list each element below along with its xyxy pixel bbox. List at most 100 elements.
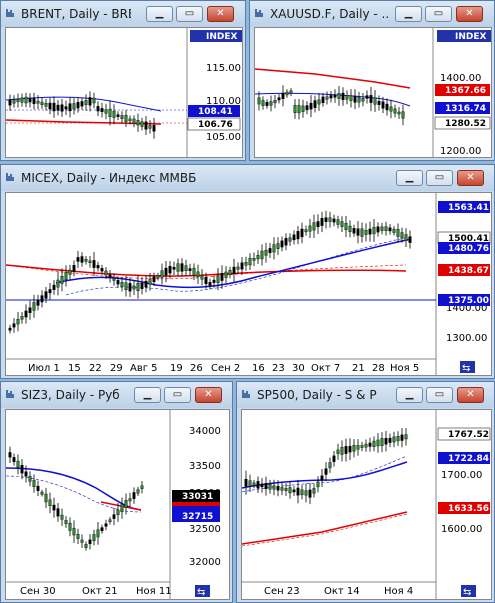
x-label: Июл 1 (28, 363, 60, 374)
y-tick: 1300.00 (446, 333, 487, 344)
title-bar[interactable]: SP500, Daily - S & P 5... ▁ ▭ ✕ (237, 382, 494, 408)
chart-plot-area[interactable]: 1400.00 1300.00 Июл 1 15 22 29 Авг 5 19 … (5, 192, 492, 376)
restore-button[interactable]: ▭ (426, 387, 453, 403)
scroll-end-icon[interactable]: ⇆ (461, 585, 476, 598)
y-tick: 32500 (189, 524, 221, 535)
window-title: XAUUSD.F, Daily - ... (270, 7, 388, 21)
y-tick: 1600.00 (441, 524, 482, 535)
siz3-chart-window[interactable]: SIZ3, Daily - Руб... ▁ ▭ ✕ 34000 33500 3… (0, 381, 233, 603)
x-label: 30 (292, 363, 305, 374)
restore-button[interactable]: ▭ (164, 387, 191, 403)
price-label-text: 1500.41 (448, 234, 489, 244)
title-bar[interactable]: MICEX, Daily - Индекс ММВБ ▁ ▭ ✕ (1, 165, 494, 191)
candles (8, 210, 412, 334)
x-label: Авг 5 (130, 363, 158, 374)
index-badge (190, 30, 242, 42)
price-label (438, 264, 490, 276)
restore-button[interactable]: ▭ (426, 170, 453, 186)
price-label-text: 1767.52 (448, 430, 489, 440)
price-label (187, 117, 241, 131)
close-button[interactable]: ✕ (207, 6, 234, 22)
x-label: Окт 21 (82, 586, 118, 597)
minimize-button[interactable]: ▁ (396, 387, 423, 403)
close-button[interactable]: ✕ (457, 387, 484, 403)
price-label-text: 1480.76 (448, 244, 489, 254)
price-label-text: 1367.66 (445, 86, 486, 96)
close-button[interactable]: ✕ (456, 6, 483, 22)
price-label-text: 1375.00 (448, 296, 489, 306)
price-label-text: 33031 (182, 492, 213, 502)
price-label-text: 1633.56 (448, 504, 489, 514)
price-label (188, 105, 240, 117)
x-label: Окт 14 (324, 586, 360, 597)
x-label: 22 (89, 363, 102, 374)
chart-icon (6, 9, 14, 17)
title-bar[interactable]: SIZ3, Daily - Руб... ▁ ▭ ✕ (1, 382, 232, 408)
window-title: SP500, Daily - S & P 5... (257, 388, 381, 402)
scroll-end-icon[interactable]: ⇆ (460, 361, 475, 374)
minimize-button[interactable]: ▁ (146, 6, 173, 22)
close-button[interactable]: ✕ (195, 387, 222, 403)
y-tick: 32000 (189, 557, 221, 568)
price-label (435, 84, 490, 96)
price-label-text: 1722.84 (448, 454, 489, 464)
y-tick: 34000 (189, 426, 221, 437)
price-label-text: 32715 (182, 512, 213, 522)
window-title: BRENT, Daily - BRE... (21, 7, 131, 21)
price-label (438, 201, 490, 213)
index-tag: INDEX (455, 32, 486, 42)
xauusd-chart-window[interactable]: XAUUSD.F, Daily - ... ▁ ▭ ✕ INDEX 1400.0… (249, 0, 495, 161)
chart-icon (242, 390, 250, 398)
x-label: 15 (68, 363, 81, 374)
x-label: Ноя 4 (384, 586, 413, 597)
price-label (438, 294, 490, 306)
restore-button[interactable]: ▭ (176, 6, 203, 22)
close-button[interactable]: ✕ (457, 170, 484, 186)
price-label (438, 452, 490, 464)
minimize-button[interactable]: ▁ (134, 387, 161, 403)
minimize-button[interactable]: ▁ (396, 170, 423, 186)
price-label (438, 502, 490, 514)
title-bar[interactable]: XAUUSD.F, Daily - ... ▁ ▭ ✕ (250, 1, 494, 27)
window-title: SIZ3, Daily - Руб... (21, 388, 121, 402)
price-chart[interactable]: 1700.00 1600.00 Сен 23 Окт 14 Ноя 4 1767… (242, 410, 491, 599)
x-label: Ноя 5 (390, 363, 419, 374)
chart-plot-area[interactable]: 34000 33500 33000 32500 32000 Сен 30 Окт… (5, 409, 230, 600)
sp500-chart-window[interactable]: SP500, Daily - S & P 5... ▁ ▭ ✕ 1700.00 … (236, 381, 495, 603)
index-badge (437, 30, 491, 42)
micex-chart-window[interactable]: MICEX, Daily - Индекс ММВБ ▁ ▭ ✕ 1400.00… (0, 164, 495, 379)
price-chart[interactable]: INDEX 115.00 110.00 105.00 108.41 106.76 (6, 28, 242, 157)
price-label (172, 490, 220, 502)
x-label: Сен 2 (211, 363, 240, 374)
price-label-text: 106.76 (198, 120, 233, 130)
price-chart[interactable]: 1400.00 1300.00 Июл 1 15 22 29 Авг 5 19 … (6, 193, 491, 375)
brent-chart-window[interactable]: BRENT, Daily - BRE... ▁ ▭ ✕ INDEX 115.00… (0, 0, 246, 161)
title-bar[interactable]: BRENT, Daily - BRE... ▁ ▭ ✕ (1, 1, 245, 27)
y-tick: 1400.00 (440, 73, 481, 84)
price-label-text: 1316.74 (445, 104, 486, 114)
x-label: 26 (190, 363, 203, 374)
svg-text:⇆: ⇆ (463, 587, 471, 598)
y-tick: 105.00 (206, 132, 241, 143)
x-label: Сен 30 (20, 586, 56, 597)
price-label (434, 116, 491, 130)
y-tick: 33500 (189, 461, 221, 472)
x-label: 23 (272, 363, 285, 374)
price-chart[interactable]: 34000 33500 33000 32500 32000 Сен 30 Окт… (6, 410, 229, 599)
restore-button[interactable]: ▭ (425, 6, 452, 22)
x-label: 16 (252, 363, 265, 374)
x-label: 21 (352, 363, 365, 374)
y-tick: 1700.00 (441, 470, 482, 481)
chart-icon (6, 173, 14, 181)
candles (8, 91, 156, 139)
x-label: Сен 23 (264, 586, 300, 597)
chart-plot-area[interactable]: 1700.00 1600.00 Сен 23 Окт 14 Ноя 4 1767… (241, 409, 492, 600)
chart-plot-area[interactable]: INDEX 115.00 110.00 105.00 108.41 106.76 (5, 27, 243, 158)
price-label-text: 1563.41 (448, 203, 489, 213)
minimize-button[interactable]: ▁ (395, 6, 422, 22)
scroll-end-icon[interactable]: ⇆ (195, 585, 210, 598)
y-tick: 110.00 (206, 96, 241, 107)
window-title: MICEX, Daily - Индекс ММВБ (21, 171, 197, 185)
chart-plot-area[interactable]: INDEX 1400.00 1300.00 1200.00 1367.66 13… (254, 27, 492, 158)
price-chart[interactable]: INDEX 1400.00 1300.00 1200.00 1367.66 13… (255, 28, 491, 157)
